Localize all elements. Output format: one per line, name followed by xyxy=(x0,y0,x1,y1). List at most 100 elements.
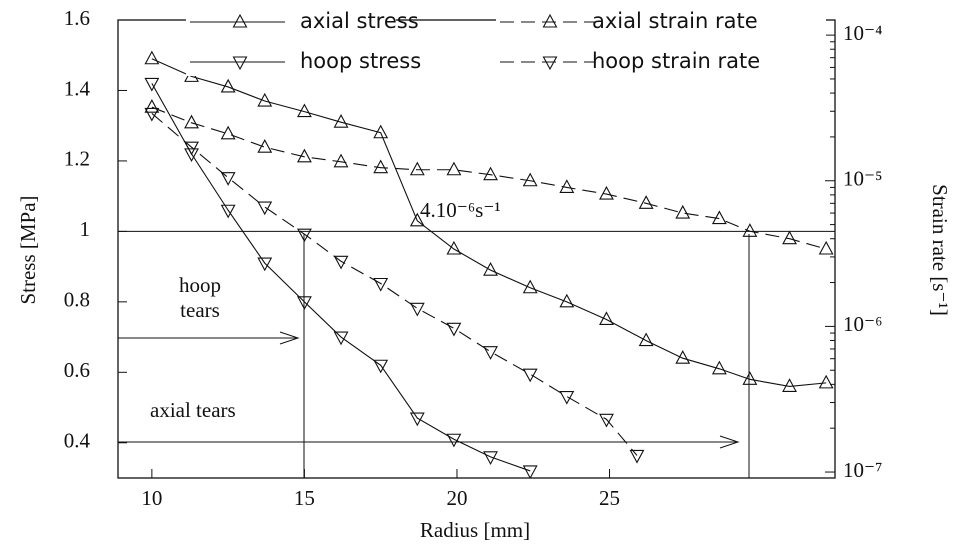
marker xyxy=(559,293,575,308)
marker xyxy=(144,50,160,65)
marker xyxy=(483,261,498,276)
arrow-head xyxy=(719,435,740,449)
marker xyxy=(559,390,575,405)
marker xyxy=(483,346,498,360)
marker xyxy=(257,257,273,272)
marker xyxy=(333,331,349,346)
series-line xyxy=(151,58,827,387)
marker xyxy=(599,311,614,326)
legend-label: axial strain rate xyxy=(592,9,758,33)
marker xyxy=(522,368,538,383)
x-tick-label: 15 xyxy=(294,486,315,510)
marker xyxy=(296,296,312,311)
marker xyxy=(782,230,797,245)
y-tick-label: 1.6 xyxy=(64,6,90,30)
marker xyxy=(711,210,727,225)
annotation: axial tears xyxy=(150,398,236,422)
x-tick-label: 25 xyxy=(599,486,620,510)
marker xyxy=(522,172,538,187)
marker xyxy=(257,139,273,153)
marker xyxy=(446,161,462,176)
series-line xyxy=(151,106,827,250)
marker xyxy=(638,332,654,347)
annotation: hoop xyxy=(179,273,221,297)
marker xyxy=(542,13,558,28)
y2-tick-label: 10⁻⁷ xyxy=(843,458,882,482)
marker xyxy=(711,360,727,375)
marker xyxy=(220,204,236,219)
marker xyxy=(257,201,273,216)
plot-frame xyxy=(117,19,836,479)
marker xyxy=(232,13,248,28)
x-tick-label: 10 xyxy=(141,486,162,510)
marker xyxy=(446,240,462,255)
y-tick-label: 1.2 xyxy=(64,147,90,171)
marker xyxy=(144,99,160,113)
y-tick-label: 1 xyxy=(80,217,91,241)
marker xyxy=(522,465,538,478)
marker xyxy=(409,302,425,317)
series-line xyxy=(151,83,531,472)
marker xyxy=(257,92,273,107)
marker xyxy=(373,159,389,174)
marker xyxy=(184,114,199,129)
marker xyxy=(220,172,236,186)
y-tick-label: 1.4 xyxy=(64,76,91,100)
marker xyxy=(220,78,236,93)
y-axis-label: Stress [MPa] xyxy=(16,195,40,304)
marker xyxy=(483,451,498,466)
annotation: tears xyxy=(180,298,220,322)
marker xyxy=(742,223,758,237)
y-tick-label: 0.4 xyxy=(64,429,91,453)
legend-label: hoop strain rate xyxy=(592,49,760,73)
marker xyxy=(542,56,558,71)
legend-label: hoop stress xyxy=(300,49,421,73)
marker xyxy=(296,148,312,163)
plot-area xyxy=(144,50,834,478)
marker xyxy=(220,125,236,140)
marker xyxy=(373,359,389,374)
marker xyxy=(373,277,389,292)
y2-tick-label: 10⁻⁵ xyxy=(843,167,882,191)
marker xyxy=(599,185,614,200)
marker xyxy=(333,153,349,168)
marker xyxy=(675,204,691,219)
marker xyxy=(409,212,425,227)
marker xyxy=(373,124,389,139)
marker xyxy=(483,166,498,181)
x-tick-label: 20 xyxy=(446,486,467,510)
y-tick-label: 0.8 xyxy=(64,288,90,312)
marker xyxy=(296,228,312,243)
marker xyxy=(446,433,462,448)
x-axis-label: Radius [mm] xyxy=(420,518,530,542)
legend-label: axial stress xyxy=(300,9,419,33)
marker xyxy=(333,114,349,128)
marker xyxy=(629,449,645,464)
marker xyxy=(638,195,654,209)
marker xyxy=(232,56,248,71)
marker xyxy=(818,240,834,255)
annotation: 4.10⁻⁶s⁻¹ xyxy=(420,198,501,222)
marker xyxy=(599,413,614,428)
marker xyxy=(742,371,758,385)
y2-tick-label: 10⁻⁶ xyxy=(843,312,882,336)
y2-tick-label: 10⁻⁴ xyxy=(843,21,882,45)
marker xyxy=(559,179,575,193)
marker xyxy=(144,77,160,92)
marker xyxy=(446,322,462,337)
marker xyxy=(782,378,797,392)
marker xyxy=(818,374,834,389)
marker xyxy=(144,107,160,122)
marker xyxy=(184,141,199,156)
marker xyxy=(409,161,425,176)
marker xyxy=(184,148,199,163)
marker xyxy=(296,103,312,118)
marker xyxy=(522,279,538,294)
marker xyxy=(409,412,425,427)
arrow-head xyxy=(279,331,300,345)
marker xyxy=(333,255,349,270)
y2-axis-label: Strain rate [s⁻¹] xyxy=(928,184,952,316)
y-tick-label: 0.6 xyxy=(64,358,90,382)
marker xyxy=(675,350,691,364)
